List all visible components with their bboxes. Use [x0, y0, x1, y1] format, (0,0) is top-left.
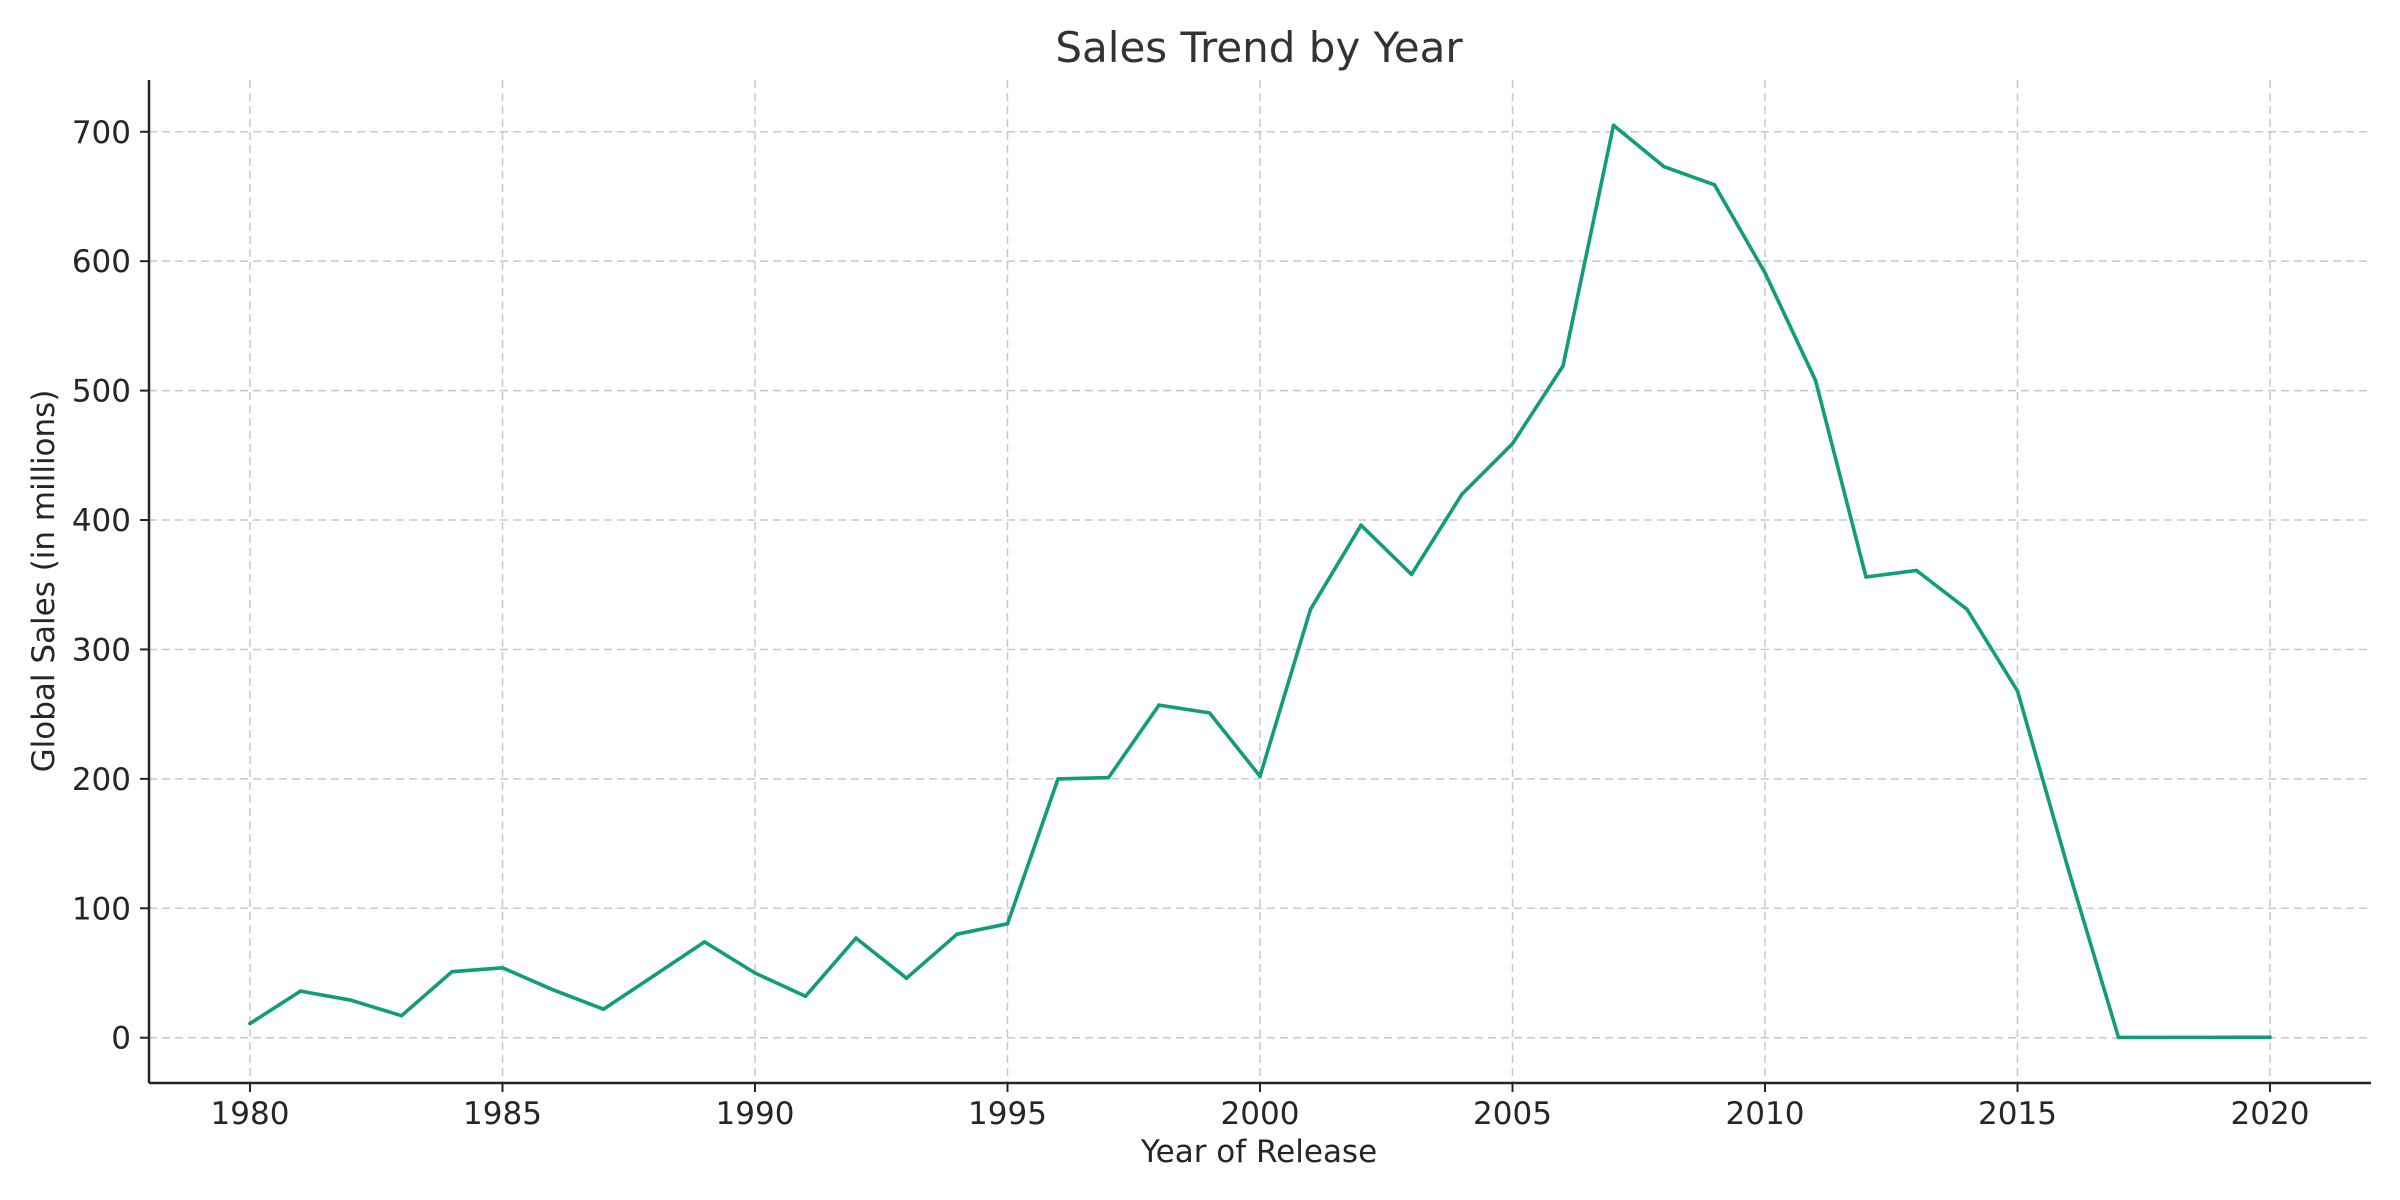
data-point — [1662, 164, 1666, 169]
x-tick-label: 1990 — [716, 1096, 795, 1132]
data-point — [1207, 711, 1212, 715]
data-point — [702, 940, 707, 944]
x-tick-label: 2010 — [1726, 1096, 1805, 1132]
data-point — [1157, 703, 1161, 707]
data-point — [2116, 1035, 2121, 1040]
data-point — [854, 936, 858, 940]
grid-lines — [149, 80, 2371, 1083]
data-point — [1561, 364, 1565, 368]
data-point — [1864, 575, 1868, 579]
data-point — [1460, 492, 1464, 496]
data-points — [248, 123, 2272, 1040]
y-tick-label: 500 — [72, 374, 131, 410]
data-point — [298, 989, 303, 993]
chart-title: Sales Trend by Year — [1055, 23, 1463, 72]
x-tick-label: 2000 — [1221, 1096, 1300, 1132]
data-point — [1409, 572, 1414, 577]
data-point — [1712, 183, 1717, 187]
data-point — [1258, 774, 1262, 779]
data-point — [2268, 1035, 2272, 1040]
data-point — [399, 1013, 404, 1018]
y-tick-label: 600 — [72, 244, 131, 280]
y-tick-label: 0 — [111, 1021, 131, 1057]
data-point — [1914, 568, 1919, 573]
data-point — [955, 932, 959, 936]
data-point — [1106, 775, 1111, 780]
data-point — [904, 976, 909, 980]
data-point — [1510, 441, 1515, 446]
data-point — [450, 969, 454, 974]
data-point — [652, 973, 656, 978]
data-point — [2015, 689, 2020, 693]
data-point — [1813, 378, 1818, 383]
x-tick-label: 1995 — [968, 1096, 1047, 1132]
y-axis-label: Global Sales (in millions) — [26, 390, 62, 773]
data-point — [1359, 523, 1363, 527]
x-tick-label: 2020 — [2231, 1096, 2310, 1132]
data-point — [551, 988, 555, 992]
data-point — [803, 994, 808, 999]
x-tick-label: 1980 — [211, 1096, 290, 1132]
data-point — [500, 966, 505, 970]
data-point — [1611, 123, 1616, 128]
data-point — [1965, 607, 1969, 612]
x-tick-label: 1985 — [463, 1096, 542, 1132]
data-point — [1056, 777, 1060, 781]
data-point — [1763, 271, 1767, 275]
data-point — [1308, 607, 1313, 612]
data-point — [601, 1007, 606, 1011]
y-tick-label: 100 — [72, 891, 131, 927]
data-point — [349, 998, 353, 1002]
x-axis-ticks: 1980 1985 1990 1995 2000 2005 2010 2015 2020 — [211, 1083, 2310, 1132]
y-tick-label: 700 — [72, 115, 131, 151]
data-point — [2066, 866, 2070, 870]
data-point — [1005, 922, 1010, 926]
y-tick-label: 200 — [72, 762, 131, 798]
data-point — [248, 1021, 252, 1026]
x-tick-label: 2005 — [1473, 1096, 1552, 1132]
data-point — [753, 971, 757, 975]
x-tick-label: 2015 — [1978, 1096, 2057, 1132]
y-tick-label: 400 — [72, 503, 131, 539]
x-axis-label: Year of Release — [1140, 1134, 1377, 1170]
y-tick-label: 300 — [72, 632, 131, 668]
y-axis-ticks: 0 100 200 300 400 500 600 700 — [72, 115, 149, 1057]
